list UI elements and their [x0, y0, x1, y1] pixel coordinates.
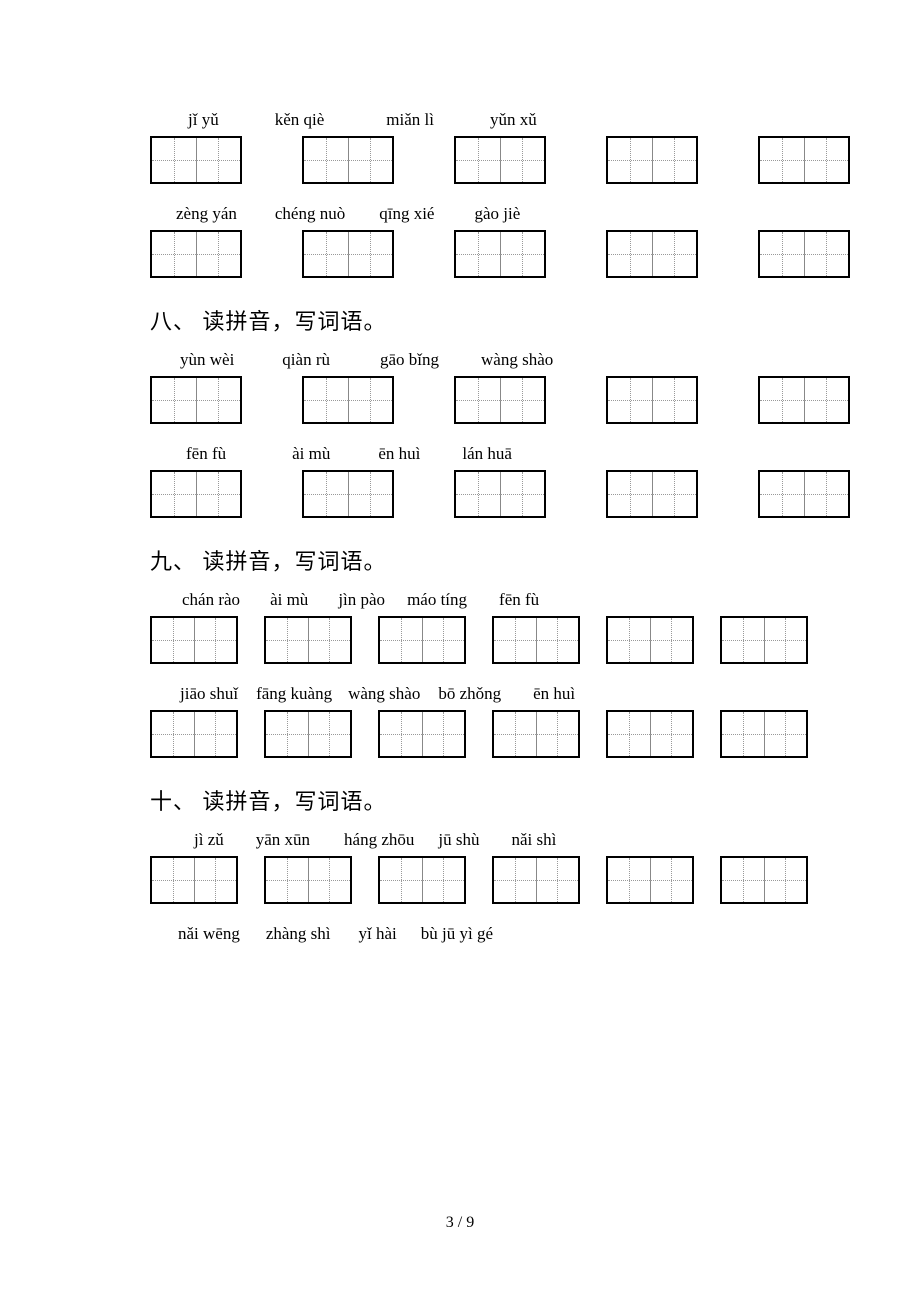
char-box[interactable]: [492, 710, 580, 758]
pinyin-label: ēn huì: [378, 444, 420, 464]
pinyin-label: fēn fù: [499, 590, 539, 610]
section-title: 八、 读拼音，写词语。: [150, 304, 770, 336]
pinyin-label: nǎi wēng: [178, 924, 240, 944]
pinyin-label: ài mù: [292, 444, 330, 464]
section: jǐ yǔ kěn qiè miǎn lì yǔn xǔ zèng yán chéng n…: [150, 110, 770, 278]
section: 十、 读拼音，写词语。 jì zǔ yān xūn háng zhōu jū shù nǎ…: [150, 784, 770, 944]
char-box[interactable]: [606, 230, 698, 278]
pinyin-row: fēn fù ài mù ēn huì lán huā: [150, 444, 770, 464]
pinyin-label: wàng shào: [481, 350, 553, 370]
pinyin-row: jiāo shuǐ fāng kuàng wàng shào bō zhǒng ēn h…: [150, 684, 770, 704]
pinyin-label: miǎn lì: [386, 110, 434, 130]
char-box[interactable]: [150, 856, 238, 904]
char-box[interactable]: [302, 230, 394, 278]
char-box[interactable]: [606, 376, 698, 424]
pinyin-label: jì zǔ: [194, 830, 224, 850]
char-box[interactable]: [720, 616, 808, 664]
pinyin-label: háng zhōu: [344, 830, 414, 850]
char-box[interactable]: [302, 376, 394, 424]
pinyin-label: gào jiè: [474, 204, 520, 224]
pinyin-label: jiāo shuǐ: [180, 684, 238, 704]
section-title: 十、 读拼音，写词语。: [150, 784, 770, 816]
pinyin-row: jǐ yǔ kěn qiè miǎn lì yǔn xǔ: [150, 110, 770, 130]
box-row: [150, 616, 770, 664]
pinyin-label: yǔn xǔ: [490, 110, 537, 130]
worksheet-page: jǐ yǔ kěn qiè miǎn lì yǔn xǔ zèng yán chéng n…: [150, 110, 770, 944]
char-box[interactable]: [758, 136, 850, 184]
char-box[interactable]: [378, 616, 466, 664]
page-number: 3 / 9: [0, 1214, 920, 1232]
pinyin-label: lán huā: [462, 444, 512, 464]
pinyin-label: jìn pào: [338, 590, 385, 610]
char-box[interactable]: [606, 856, 694, 904]
char-box[interactable]: [606, 616, 694, 664]
char-box[interactable]: [606, 136, 698, 184]
box-row: [150, 136, 770, 184]
pinyin-row: jì zǔ yān xūn háng zhōu jū shù nǎi shì: [150, 830, 770, 850]
pinyin-label: qiàn rù: [282, 350, 330, 370]
char-box[interactable]: [492, 856, 580, 904]
pinyin-label: jū shù: [438, 830, 479, 850]
pinyin-label: fēn fù: [186, 444, 226, 464]
pinyin-label: qīng xié: [379, 204, 434, 224]
section: 八、 读拼音，写词语。 yùn wèi qiàn rù gāo bǐng wàng sh…: [150, 304, 770, 518]
char-box[interactable]: [302, 136, 394, 184]
char-box[interactable]: [302, 470, 394, 518]
pinyin-label: jǐ yǔ: [188, 110, 219, 130]
pinyin-row: yùn wèi qiàn rù gāo bǐng wàng shào: [150, 350, 770, 370]
char-box[interactable]: [454, 230, 546, 278]
char-box[interactable]: [150, 470, 242, 518]
char-box[interactable]: [606, 470, 698, 518]
box-row: [150, 710, 770, 758]
char-box[interactable]: [758, 376, 850, 424]
char-box[interactable]: [150, 616, 238, 664]
char-box[interactable]: [264, 616, 352, 664]
char-box[interactable]: [492, 616, 580, 664]
section: 九、 读拼音，写词语。 chán rào ài mù jìn pào máo tíng f…: [150, 544, 770, 758]
char-box[interactable]: [150, 230, 242, 278]
pinyin-label: yān xūn: [256, 830, 310, 850]
char-box[interactable]: [454, 376, 546, 424]
pinyin-row: zèng yán chéng nuò qīng xié gào jiè: [150, 204, 770, 224]
pinyin-label: fāng kuàng: [256, 684, 332, 704]
char-box[interactable]: [150, 136, 242, 184]
pinyin-label: ēn huì: [533, 684, 575, 704]
char-box[interactable]: [150, 710, 238, 758]
char-box[interactable]: [720, 856, 808, 904]
box-row: [150, 376, 770, 424]
char-box[interactable]: [720, 710, 808, 758]
pinyin-label: bō zhǒng: [438, 684, 501, 704]
pinyin-label: nǎi shì: [511, 830, 556, 850]
box-row: [150, 856, 770, 904]
pinyin-label: bù jū yì gé: [421, 924, 493, 944]
pinyin-label: chán rào: [182, 590, 240, 610]
pinyin-label: wàng shào: [348, 684, 420, 704]
pinyin-label: zèng yán: [176, 204, 237, 224]
pinyin-label: ài mù: [270, 590, 308, 610]
char-box[interactable]: [378, 710, 466, 758]
char-box[interactable]: [606, 710, 694, 758]
pinyin-label: yùn wèi: [180, 350, 234, 370]
box-row: [150, 230, 770, 278]
char-box[interactable]: [454, 470, 546, 518]
pinyin-label: máo tíng: [407, 590, 467, 610]
char-box[interactable]: [758, 230, 850, 278]
pinyin-label: gāo bǐng: [380, 350, 439, 370]
pinyin-label: chéng nuò: [275, 204, 345, 224]
char-box[interactable]: [454, 136, 546, 184]
pinyin-label: zhàng shì: [266, 924, 331, 944]
pinyin-row: nǎi wēng zhàng shì yǐ hài bù jū yì gé: [150, 924, 770, 944]
char-box[interactable]: [758, 470, 850, 518]
pinyin-label: kěn qiè: [275, 110, 325, 130]
char-box[interactable]: [150, 376, 242, 424]
char-box[interactable]: [264, 710, 352, 758]
char-box[interactable]: [378, 856, 466, 904]
char-box[interactable]: [264, 856, 352, 904]
section-title: 九、 读拼音，写词语。: [150, 544, 770, 576]
pinyin-label: yǐ hài: [359, 924, 397, 944]
box-row: [150, 470, 770, 518]
pinyin-row: chán rào ài mù jìn pào máo tíng fēn fù: [150, 590, 770, 610]
